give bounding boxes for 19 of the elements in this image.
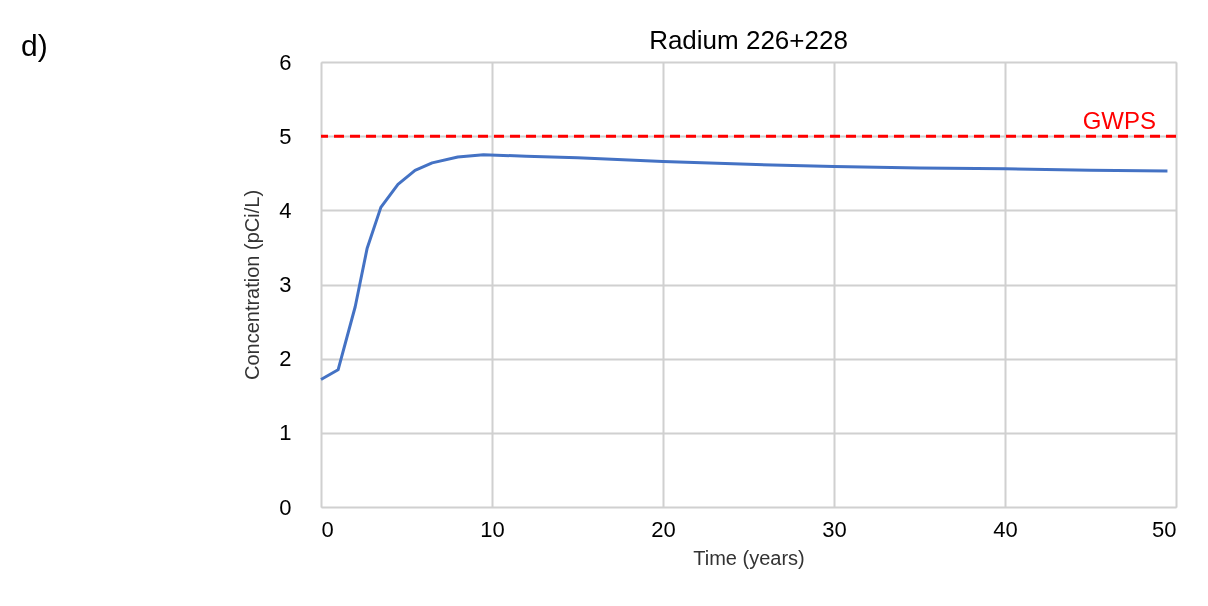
x-axis-title: Time (years) <box>693 546 805 569</box>
line-series <box>319 153 1169 381</box>
y-tick-label: 2 <box>279 346 292 372</box>
x-tick-label: 50 <box>1152 516 1177 542</box>
x-tick-label: 30 <box>822 516 847 542</box>
y-tick-label: 0 <box>279 494 292 520</box>
text: d) <box>21 29 48 62</box>
chart-title: Radium 226+228 <box>649 25 848 55</box>
x-tick-label: 40 <box>993 516 1018 542</box>
y-tick-label: 1 <box>279 420 292 446</box>
x-tick-label: 10 <box>480 516 505 542</box>
y-tick-label: 4 <box>279 197 292 223</box>
x-tick-label: 0 <box>321 516 334 542</box>
y-tick-label: 6 <box>279 49 292 75</box>
y-axis-title: Concentration (pCi/L) <box>241 189 264 381</box>
ref-line-label: GWPS <box>1082 107 1156 135</box>
y-tick-label: 5 <box>279 123 292 149</box>
y-tick-label: 3 <box>279 272 292 297</box>
x-tick-label: 20 <box>651 516 676 542</box>
